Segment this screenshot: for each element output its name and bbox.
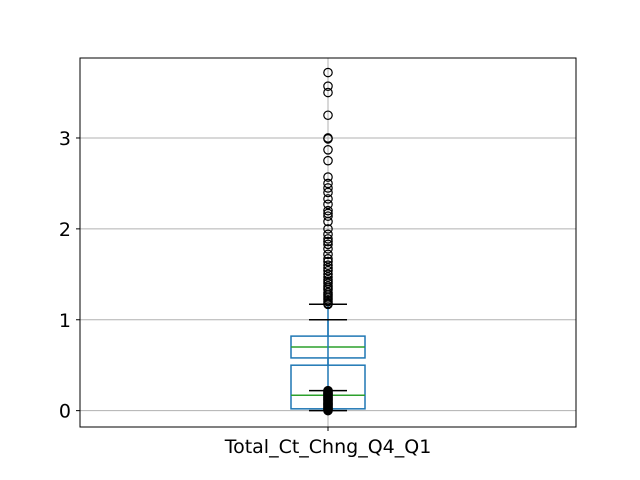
flier-layer bbox=[323, 67, 333, 416]
outlier-point-0 bbox=[323, 67, 333, 78]
x-axis-ticks: Total_Ct_Chng_Q4_Q1 bbox=[224, 427, 432, 458]
outlier-point-27 bbox=[323, 260, 333, 271]
x-tick-label-0: Total_Ct_Chng_Q4_Q1 bbox=[224, 436, 432, 458]
outlier-point-20 bbox=[323, 234, 333, 244]
outlier-point-34 bbox=[323, 278, 333, 289]
outlier-point-3 bbox=[323, 110, 333, 121]
outlier-point-31 bbox=[323, 272, 333, 282]
outlier-point-1 bbox=[323, 81, 333, 91]
outlier-point-19 bbox=[323, 229, 333, 240]
outlier-point-6 bbox=[323, 144, 333, 155]
y-tick-label-3: 3 bbox=[59, 128, 71, 150]
outlier-point-23 bbox=[323, 244, 333, 254]
outlier-point-8 bbox=[323, 172, 333, 182]
outlier-point-68 bbox=[323, 405, 333, 416]
outlier-point-7 bbox=[323, 155, 333, 166]
outlier-point-24 bbox=[323, 249, 333, 260]
outlier-point-13 bbox=[323, 199, 333, 210]
outlier-point-14 bbox=[323, 205, 333, 216]
outlier-point-5 bbox=[323, 134, 333, 144]
outlier-point-22 bbox=[323, 239, 333, 250]
outlier-point-29 bbox=[323, 265, 333, 276]
y-tick-label-0: 0 bbox=[59, 401, 71, 423]
y-tick-label-1: 1 bbox=[59, 310, 71, 332]
outlier-point-18 bbox=[323, 224, 333, 234]
outlier-point-9 bbox=[323, 178, 333, 189]
outlier-point-28 bbox=[323, 263, 333, 273]
outlier-point-17 bbox=[323, 216, 333, 227]
outlier-point-2 bbox=[323, 87, 333, 98]
y-axis-ticks: 0 1 2 3 bbox=[59, 128, 80, 423]
outlier-point-45 bbox=[323, 299, 333, 310]
outlier-point-16 bbox=[323, 211, 333, 221]
outlier-point-12 bbox=[323, 194, 333, 204]
outlier-point-26 bbox=[323, 256, 333, 267]
outlier-point-30 bbox=[323, 269, 333, 280]
y-tick-label-2: 2 bbox=[59, 219, 71, 241]
outlier-point-25 bbox=[323, 254, 333, 264]
outlier-point-21 bbox=[323, 236, 333, 247]
outlier-point-10 bbox=[323, 183, 333, 193]
outlier-point-11 bbox=[323, 187, 333, 198]
